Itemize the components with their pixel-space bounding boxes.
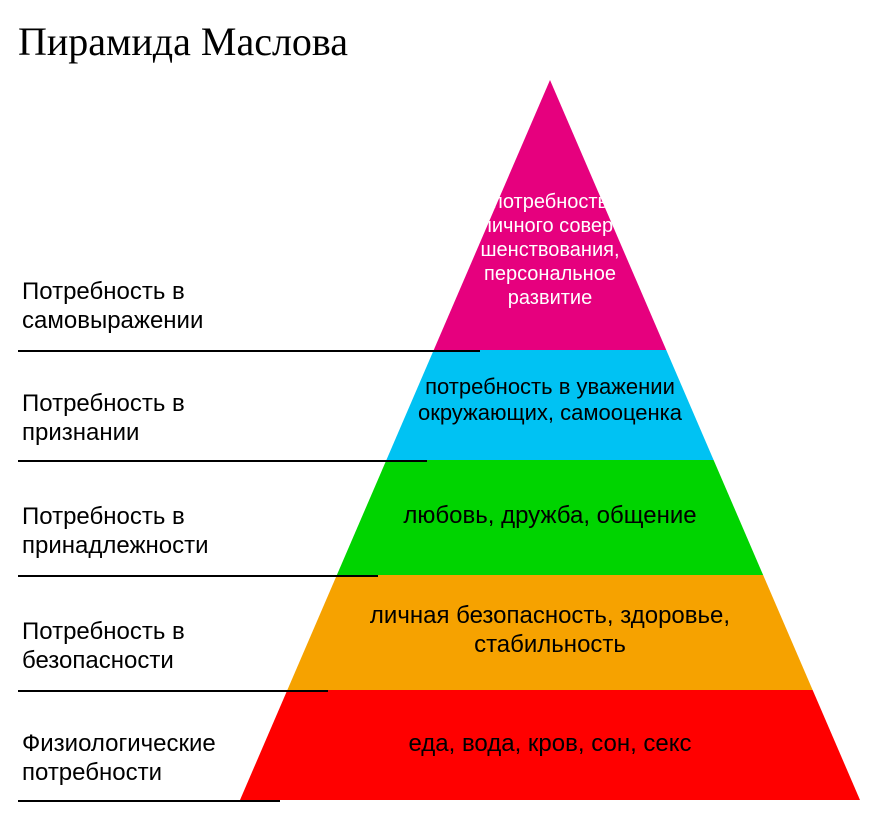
left-label-safety: Потребность вбезопасности [22,618,185,676]
left-label-self-actualization: Потребность всамовыражении [22,278,203,336]
tier-label-physiological: еда, вода, кров, сон, секс [300,730,800,759]
divider-self-actualization [18,350,480,352]
tier-label-esteem: потребность в уваженииокружающих, самооц… [390,374,710,427]
divider-physiological [18,800,280,802]
tier-label-self-actualization: потребностьличного совер-шенствования,пе… [450,190,650,310]
diagram-stage: Пирамида Маслова Потребность всамовыраже… [0,0,872,834]
divider-belonging [18,575,378,577]
divider-safety [18,690,328,692]
left-label-esteem: Потребность впризнании [22,390,185,448]
tier-label-belonging: любовь, дружба, общение [360,502,740,531]
divider-esteem [18,460,427,462]
tier-label-safety: личная безопасность, здоровье,стабильнос… [330,602,770,660]
left-label-physiological: Физиологическиепотребности [22,730,216,788]
left-label-belonging: Потребность впринадлежности [22,503,209,561]
